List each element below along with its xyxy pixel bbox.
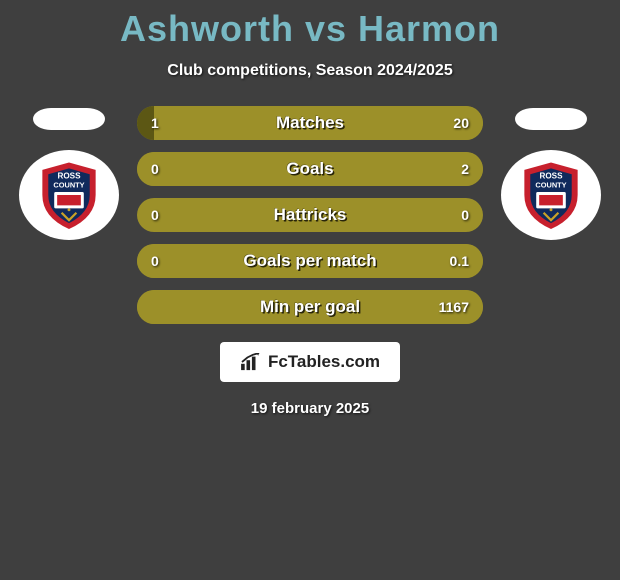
stat-row: 0Goals2 — [137, 152, 483, 186]
club-badge-right-icon: ROSS COUNTY — [501, 150, 601, 240]
stat-left-value: 0 — [151, 161, 181, 177]
stat-row: 0Goals per match0.1 — [137, 244, 483, 278]
stat-left-value: 0 — [151, 207, 181, 223]
subtitle: Club competitions, Season 2024/2025 — [167, 62, 452, 80]
player-left: ROSS COUNTY — [19, 106, 119, 240]
stat-right-fill — [154, 106, 483, 140]
flag-left-icon — [33, 108, 105, 130]
stat-row-bg — [137, 290, 483, 324]
stat-row: 0Hattricks0 — [137, 198, 483, 232]
stat-right-value: 2 — [439, 161, 469, 177]
attribution-text: FcTables.com — [268, 352, 380, 372]
comparison-area: ROSS COUNTY 1Matches20 0Goals2 0Hattricks0… — [0, 106, 620, 324]
stat-row-bg — [137, 106, 483, 140]
svg-text:ROSS: ROSS — [539, 172, 563, 181]
chart-icon — [240, 353, 262, 371]
club-badge-left-icon: ROSS COUNTY — [19, 150, 119, 240]
svg-text:ROSS: ROSS — [57, 172, 81, 181]
stat-right-value: 0.1 — [439, 253, 469, 269]
footer-date: 19 february 2025 — [251, 400, 369, 417]
stat-row-bg — [137, 152, 483, 186]
stat-right-value: 0 — [439, 207, 469, 223]
stat-row: 1Matches20 — [137, 106, 483, 140]
page-title: Ashworth vs Harmon — [120, 8, 500, 50]
flag-right-icon — [515, 108, 587, 130]
stat-right-fill — [137, 244, 483, 278]
svg-text:COUNTY: COUNTY — [535, 181, 566, 190]
ross-county-badge-icon: ROSS COUNTY — [514, 158, 588, 232]
stat-right-fill — [137, 152, 483, 186]
svg-text:COUNTY: COUNTY — [53, 181, 84, 190]
ross-county-badge-icon: ROSS COUNTY — [32, 158, 106, 232]
attribution-badge: FcTables.com — [220, 342, 400, 382]
stat-right-fill — [137, 290, 483, 324]
stat-row: Min per goal1167 — [137, 290, 483, 324]
stats-list: 1Matches20 0Goals2 0Hattricks0 0Goals per m… — [137, 106, 483, 324]
stat-row-bg — [137, 198, 483, 232]
stat-left-value: 1 — [151, 115, 181, 131]
stat-row-bg — [137, 244, 483, 278]
stat-right-value: 20 — [439, 115, 469, 131]
stat-left-value: 0 — [151, 253, 181, 269]
player-right: ROSS COUNTY — [501, 106, 601, 240]
stat-right-value: 1167 — [439, 299, 469, 315]
